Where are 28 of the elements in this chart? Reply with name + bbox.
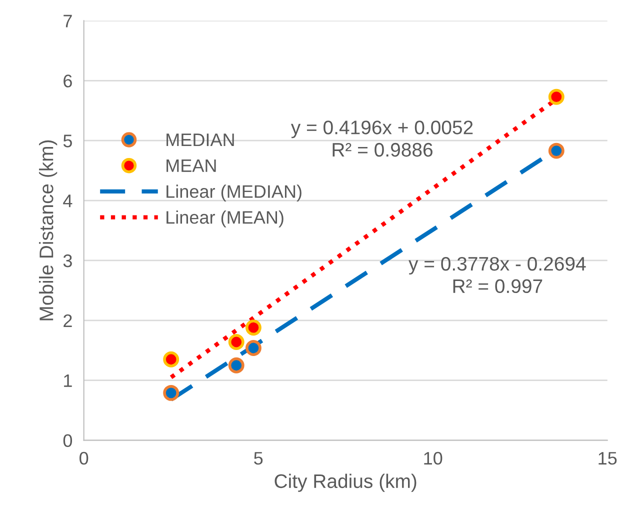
- legend-label: Linear (MEDIAN): [166, 184, 302, 202]
- x-tick-label: 0: [80, 452, 88, 465]
- point: [163, 384, 180, 401]
- annotation: y = 0.3778x - 0.2694 R² = 0.997: [408, 256, 586, 294]
- x-tick-label: 10: [424, 452, 442, 465]
- legend-label: MEDIAN: [166, 134, 234, 146]
- x-tick-label: 5: [254, 452, 263, 465]
- point: [228, 334, 244, 350]
- point: [245, 340, 262, 356]
- y-tick-label: 7: [64, 14, 72, 28]
- y-tick-label: 1: [64, 374, 72, 387]
- annotation: y = 0.4196x + 0.0052 R² = 0.9886: [290, 120, 473, 157]
- y-tick-label: 3: [63, 254, 72, 268]
- point: [163, 351, 180, 368]
- y-axis-title: Mobile Distance (km): [39, 140, 58, 320]
- x-tick-label: 15: [598, 452, 617, 465]
- legend-label: MEAN: [166, 159, 216, 172]
- x-axis-title: City Radius (km): [274, 474, 416, 492]
- y-tick-label: 0: [63, 434, 72, 448]
- y-tick-label: 5: [63, 134, 72, 148]
- point: [245, 320, 262, 336]
- y-tick-label: 4: [63, 194, 72, 208]
- point: [548, 88, 564, 105]
- y-tick-label: 6: [64, 74, 72, 88]
- y-tick-label: 2: [64, 314, 72, 327]
- legend-label: Linear (MEAN): [166, 210, 284, 228]
- point: [228, 357, 244, 374]
- point: [548, 142, 564, 159]
